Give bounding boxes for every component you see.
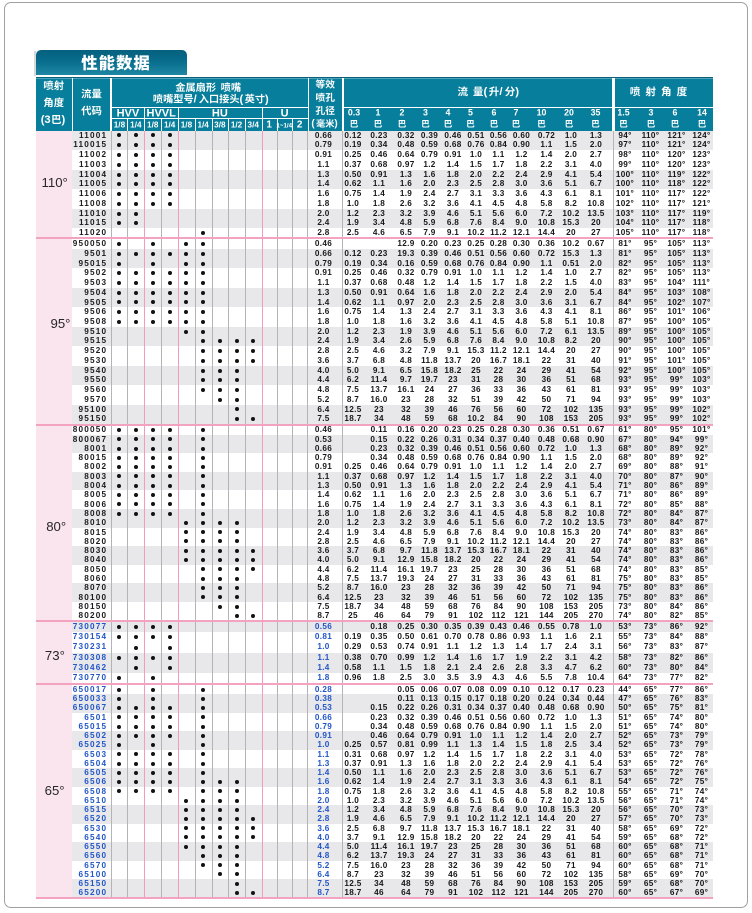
svg-text:35: 35 [591, 107, 601, 117]
svg-text:4: 4 [446, 107, 451, 117]
svg-text:): ) [334, 119, 337, 130]
svg-text:6: 6 [673, 107, 678, 117]
svg-text:1.5: 1.5 [617, 107, 629, 117]
svg-text:10: 10 [537, 107, 547, 117]
svg-text:5: 5 [468, 107, 473, 117]
svg-text:14: 14 [697, 107, 707, 117]
svg-text:1/4: 1/4 [197, 121, 209, 130]
svg-text:2: 2 [400, 107, 405, 117]
svg-text:HVV: HVV [117, 108, 140, 120]
svg-text:20: 20 [564, 107, 574, 117]
svg-text:1: 1 [266, 120, 272, 131]
svg-text:(: ( [240, 93, 244, 105]
svg-text:6: 6 [492, 107, 497, 117]
svg-text:1/2: 1/2 [231, 121, 243, 130]
svg-text:(: ( [311, 119, 315, 130]
svg-text:/: / [194, 93, 197, 105]
svg-text:1: 1 [376, 107, 381, 117]
svg-text:3/4: 3/4 [248, 121, 260, 130]
svg-text:): ) [515, 86, 519, 98]
svg-text:1/4: 1/4 [130, 121, 142, 130]
svg-text:1/4: 1/4 [164, 121, 176, 130]
svg-text:2: 2 [297, 120, 303, 131]
svg-text:(3: (3 [41, 114, 51, 126]
svg-text:(: ( [483, 86, 487, 98]
svg-text:): ) [265, 93, 269, 105]
svg-text:1/8: 1/8 [181, 121, 193, 130]
svg-text:U: U [281, 108, 289, 120]
svg-text:7: 7 [514, 107, 519, 117]
svg-text:1~1/4: 1~1/4 [276, 123, 292, 130]
svg-text:1/8: 1/8 [147, 121, 159, 130]
svg-text:HVVL: HVVL [147, 108, 177, 120]
svg-text:/: / [499, 86, 503, 98]
svg-text:0.3: 0.3 [348, 107, 360, 117]
svg-text:): ) [62, 114, 66, 126]
svg-text:3/8: 3/8 [214, 121, 226, 130]
svg-text:HU: HU [212, 108, 228, 120]
svg-text:3: 3 [423, 107, 428, 117]
svg-text:1/8: 1/8 [114, 121, 126, 130]
svg-text:3: 3 [649, 107, 654, 117]
